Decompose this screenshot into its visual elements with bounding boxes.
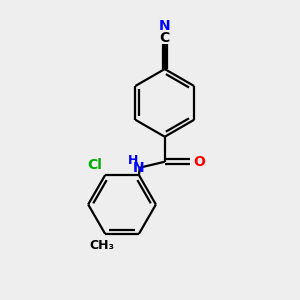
Text: C: C (160, 32, 170, 46)
Text: CH₃: CH₃ (90, 239, 115, 252)
Text: N: N (159, 19, 170, 33)
Text: N: N (132, 161, 144, 175)
Text: Cl: Cl (87, 158, 102, 172)
Text: O: O (194, 155, 206, 169)
Text: H: H (128, 154, 138, 167)
